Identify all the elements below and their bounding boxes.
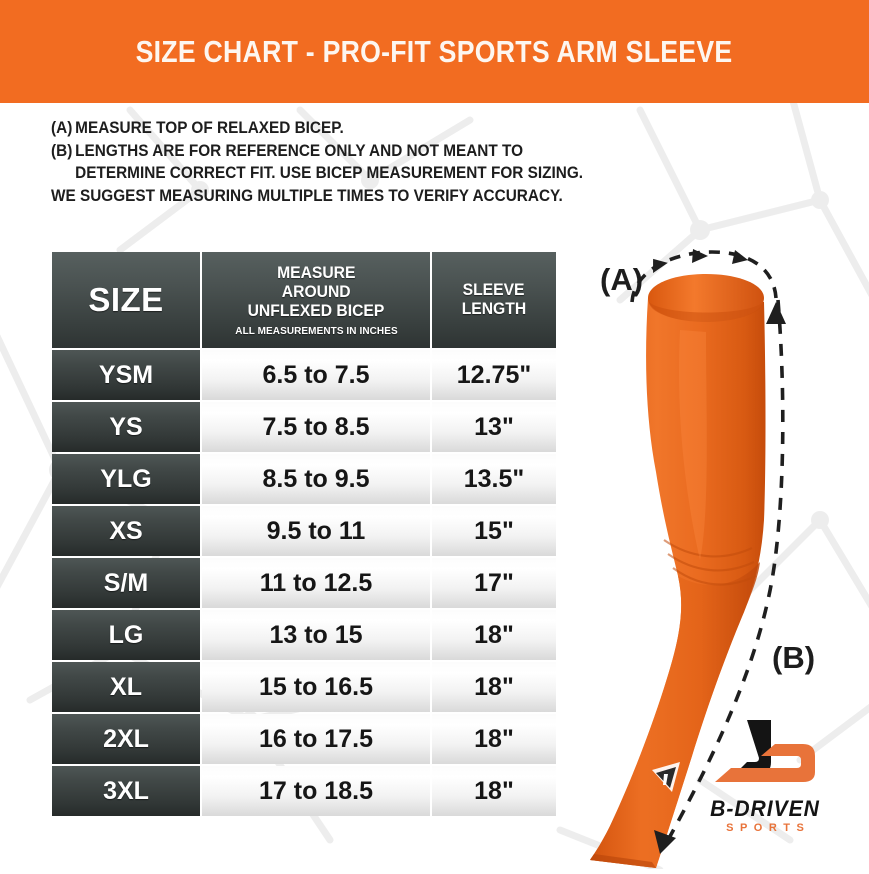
instruction-line-b-continued: DETERMINE CORRECT FIT. USE BICEP MEASURE…: [75, 164, 584, 182]
cell-sleeve-length: 12.75": [432, 350, 556, 400]
cell-bicep-measurement: 7.5 to 8.5: [202, 402, 430, 452]
table-row: YS 7.5 to 8.5 13": [52, 402, 556, 452]
label-b: (B): [772, 640, 816, 675]
measure-line-b: [666, 299, 785, 841]
cell-size: YSM: [52, 350, 200, 400]
cell-sleeve-length: 18": [432, 610, 556, 660]
cell-size: 2XL: [52, 714, 200, 764]
logo-mark-dark: [733, 720, 771, 776]
cell-bicep-measurement: 8.5 to 9.5: [202, 454, 430, 504]
instruction-text-a: MEASURE TOP OF RELAXED BICEP.: [75, 119, 344, 137]
label-a: (A): [600, 262, 644, 297]
cell-bicep-measurement: 16 to 17.5: [202, 714, 430, 764]
header-label-length-line2: LENGTH: [461, 300, 527, 318]
cell-size: XS: [52, 506, 200, 556]
cell-bicep-measurement: 6.5 to 7.5: [202, 350, 430, 400]
sleeve-body: [590, 298, 766, 868]
table-row: 2XL 16 to 17.5 18": [52, 714, 556, 764]
size-chart-table: SIZE MEASURE AROUND UNFLEXED BICEP ALL M…: [52, 252, 556, 818]
cell-bicep-measurement: 9.5 to 11: [202, 506, 430, 556]
cell-sleeve-length: 13": [432, 402, 556, 452]
cell-size: S/M: [52, 558, 200, 608]
page-title: SIZE CHART - PRO-FIT SPORTS ARM SLEEVE: [136, 33, 733, 69]
header-label-bicep-line3: UNFLEXED BICEP: [247, 301, 385, 320]
header-note-measurements-unit: ALL MEASUREMENTS IN INCHES: [234, 324, 398, 337]
instructions-block: (A) MEASURE TOP OF RELAXED BICEP. (B) LENG…: [51, 117, 771, 207]
header-cell-sleeve-length: SLEEVE LENGTH: [432, 252, 556, 348]
header-banner: SIZE CHART - PRO-FIT SPORTS ARM SLEEVE: [0, 0, 869, 103]
cell-bicep-measurement: 11 to 12.5: [202, 558, 430, 608]
header-label-length-line1: SLEEVE: [463, 281, 525, 299]
cell-bicep-measurement: 13 to 15: [202, 610, 430, 660]
table-row: YSM 6.5 to 7.5 12.75": [52, 350, 556, 400]
logo-mark-orange: [715, 744, 815, 782]
cell-size: 3XL: [52, 766, 200, 816]
table-header-row: SIZE MEASURE AROUND UNFLEXED BICEP ALL M…: [52, 252, 556, 348]
table-row: XL 15 to 16.5 18": [52, 662, 556, 712]
cell-sleeve-length: 13.5": [432, 454, 556, 504]
header-label-size: SIZE: [88, 281, 164, 318]
cell-size: YLG: [52, 454, 200, 504]
table-body: YSM 6.5 to 7.5 12.75" YS 7.5 to 8.5 13" YLG 8.5…: [52, 350, 556, 816]
cell-size: LG: [52, 610, 200, 660]
header-cell-bicep: MEASURE AROUND UNFLEXED BICEP ALL MEASUR…: [202, 252, 430, 348]
table-row: YLG 8.5 to 9.5 13.5": [52, 454, 556, 504]
sleeve-highlight: [678, 330, 707, 560]
sleeve-forearm-shading: [590, 562, 760, 868]
table-row: 3XL 17 to 18.5 18": [52, 766, 556, 816]
instruction-text-b: LENGTHS ARE FOR REFERENCE ONLY AND NOT M…: [75, 141, 524, 160]
cell-sleeve-length: 18": [432, 662, 556, 712]
sleeve-brand-emblem: [652, 762, 680, 792]
cell-sleeve-length: 15": [432, 506, 556, 556]
instruction-line-b: (B) LENGTHS ARE FOR REFERENCE ONLY AND NO…: [51, 140, 721, 163]
cell-bicep-measurement: 15 to 16.5: [202, 662, 430, 712]
header-label-bicep-line2: AROUND: [281, 282, 351, 301]
table-row: XS 9.5 to 11 15": [52, 506, 556, 556]
cell-bicep-measurement: 17 to 18.5: [202, 766, 430, 816]
cell-size: YS: [52, 402, 200, 452]
cell-sleeve-length: 18": [432, 714, 556, 764]
logo-mark-icon: [715, 720, 815, 782]
cell-sleeve-length: 18": [432, 766, 556, 816]
logo-wordmark: B-DRIVEN: [710, 796, 820, 821]
header-label-bicep-line1: MEASURE: [276, 263, 356, 282]
instruction-line-c: WE SUGGEST MEASURING MULTIPLE TIMES TO V…: [51, 186, 563, 205]
table-row: LG 13 to 15 18": [52, 610, 556, 660]
logo-subword: SPORTS: [726, 822, 811, 834]
header-cell-size: SIZE: [52, 252, 200, 348]
sleeve-cuff-shadow: [649, 302, 763, 322]
instruction-tag-a: (A): [51, 119, 73, 137]
instruction-tag-b: (B): [51, 141, 73, 160]
cell-size: XL: [52, 662, 200, 712]
cell-sleeve-length: 17": [432, 558, 556, 608]
brand-logo: B-DRIVEN SPORTS: [675, 718, 855, 848]
instruction-line-a: (A) MEASURE TOP OF RELAXED BICEP.: [51, 117, 721, 140]
table-row: S/M 11 to 12.5 17": [52, 558, 556, 608]
